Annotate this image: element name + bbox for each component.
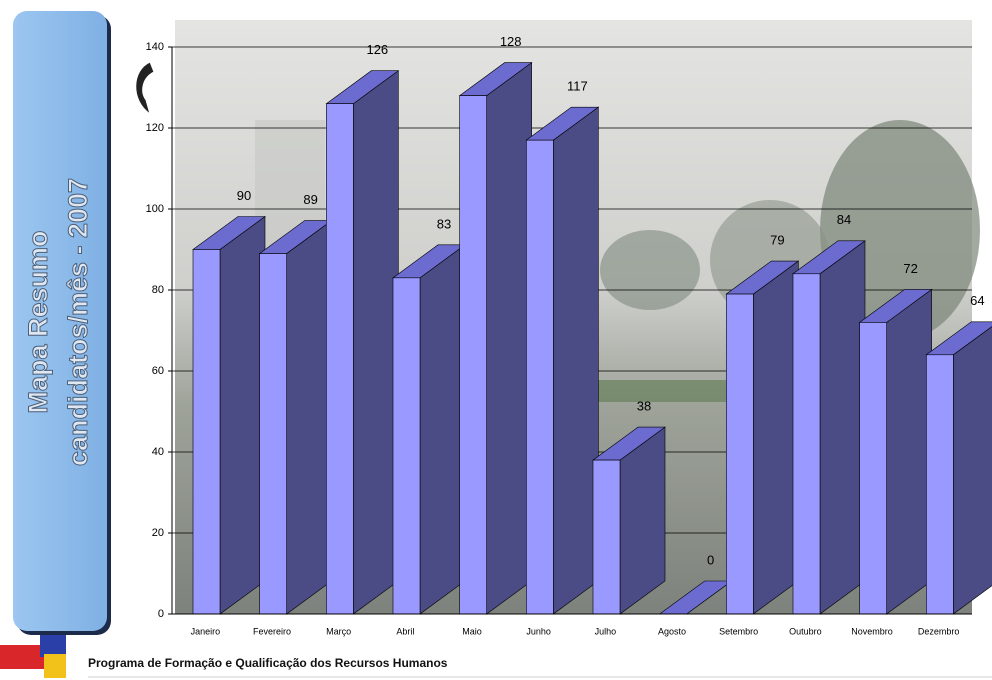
bar bbox=[592, 459, 621, 615]
x-tick-label: Agosto bbox=[658, 626, 686, 636]
bar-side bbox=[219, 215, 266, 615]
bar bbox=[326, 103, 354, 615]
bar-side bbox=[819, 240, 866, 615]
bar bbox=[192, 249, 221, 615]
value-label: 126 bbox=[366, 42, 388, 57]
x-tick-label: Março bbox=[326, 626, 351, 636]
y-tick-label: 120 bbox=[146, 122, 164, 134]
x-tick-label: Maio bbox=[462, 626, 482, 636]
y-tick-label: 140 bbox=[146, 41, 164, 53]
bar-side bbox=[286, 219, 332, 615]
value-label: 90 bbox=[237, 188, 251, 203]
x-tick-label: Janeiro bbox=[191, 626, 221, 636]
bar bbox=[526, 139, 554, 615]
y-tick-label: 60 bbox=[152, 365, 164, 377]
bar-side bbox=[353, 70, 399, 615]
title-panel bbox=[13, 11, 107, 631]
bar-side bbox=[953, 326, 992, 615]
value-label: 84 bbox=[837, 212, 851, 227]
bar bbox=[392, 277, 421, 615]
bar-side bbox=[753, 260, 799, 615]
bar bbox=[859, 322, 887, 615]
value-label: 0 bbox=[707, 552, 714, 567]
x-tick-label: Outubro bbox=[789, 626, 822, 636]
bar-side bbox=[419, 244, 466, 615]
logo-yellow bbox=[44, 654, 66, 678]
bar bbox=[926, 354, 954, 615]
bar bbox=[792, 273, 821, 615]
y-tick-label: 80 bbox=[152, 284, 164, 296]
value-label: 128 bbox=[500, 34, 522, 49]
x-tick-label: Setembro bbox=[719, 626, 758, 636]
x-tick-label: Dezembro bbox=[918, 626, 960, 636]
x-tick-label: Julho bbox=[595, 626, 617, 636]
y-tick-label: 20 bbox=[152, 527, 164, 539]
y-tick-label: 40 bbox=[152, 446, 164, 458]
y-tick-label: 0 bbox=[158, 608, 164, 620]
value-label: 64 bbox=[970, 293, 984, 308]
logo-blue bbox=[40, 635, 66, 657]
arrow-icon bbox=[135, 61, 155, 116]
value-label: 83 bbox=[437, 216, 451, 231]
bar bbox=[259, 253, 287, 615]
bar bbox=[726, 293, 754, 615]
x-tick-label: Novembro bbox=[851, 626, 893, 636]
value-label: 117 bbox=[567, 79, 588, 94]
bar-side bbox=[553, 106, 599, 615]
y-tick-label: 100 bbox=[146, 203, 164, 215]
chart-subtitle: candidatos/mês - 2007 bbox=[63, 178, 93, 466]
bar-side bbox=[486, 62, 532, 615]
value-label: 38 bbox=[637, 399, 651, 414]
title-group: Mapa Resumo candidatos/mês - 2007 bbox=[23, 177, 94, 466]
x-tick-label: Junho bbox=[526, 626, 551, 636]
footer-text: Programa de Formação e Qualificação dos … bbox=[88, 656, 448, 670]
x-tick-label: Fevereiro bbox=[253, 626, 291, 636]
tree bbox=[600, 230, 700, 310]
value-label: 72 bbox=[903, 261, 917, 276]
x-tick-label: Abril bbox=[396, 626, 414, 636]
value-label: 89 bbox=[303, 192, 317, 207]
plot: 0 20 40 60 80 100 120 140 Janeiro 90 Fevereiro 89 Ma… bbox=[146, 34, 992, 636]
bar bbox=[459, 95, 487, 615]
value-label: 79 bbox=[770, 232, 784, 247]
chart-title: Mapa Resumo bbox=[23, 230, 53, 413]
bar-side bbox=[886, 288, 932, 615]
